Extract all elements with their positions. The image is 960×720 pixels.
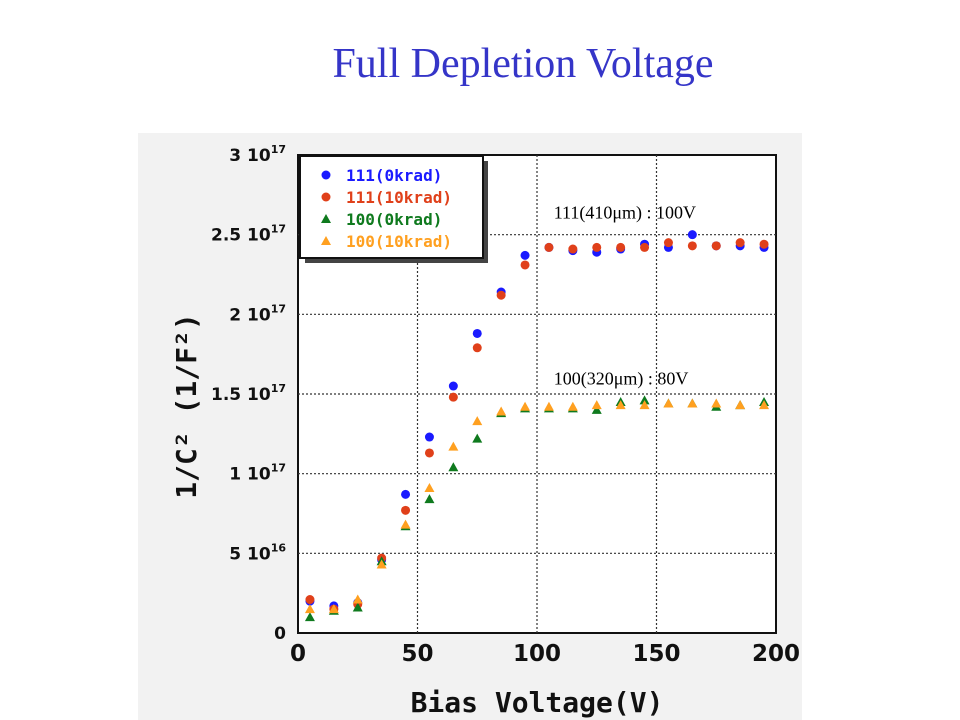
data-point bbox=[305, 595, 314, 604]
data-point bbox=[736, 238, 745, 247]
data-point bbox=[664, 238, 673, 247]
scatter-chart: 0 5 1016 1 1017 1.5 1017 2 1017 2.5 1017 3 101… bbox=[0, 0, 960, 720]
legend-label: 100(10krad) bbox=[346, 232, 452, 251]
legend-label: 111(10krad) bbox=[346, 188, 452, 207]
data-point bbox=[544, 243, 553, 252]
legend-label: 111(0krad) bbox=[346, 166, 442, 185]
data-point bbox=[592, 243, 601, 252]
y-tick-label: 3 1017 bbox=[229, 143, 286, 166]
data-point bbox=[473, 343, 482, 352]
x-tick-label: 200 bbox=[752, 641, 800, 667]
legend-label: 100(0krad) bbox=[346, 210, 442, 229]
y-tick-label: 2 1017 bbox=[229, 302, 286, 325]
data-point bbox=[401, 490, 410, 499]
data-point bbox=[521, 251, 530, 260]
data-point bbox=[688, 230, 697, 239]
data-point bbox=[449, 382, 458, 391]
y-axis-label: 1/C² (1/F²) bbox=[170, 313, 203, 498]
annotation-111: 111(410μm) : 100V bbox=[554, 203, 696, 224]
data-point bbox=[425, 433, 434, 442]
data-point bbox=[425, 448, 434, 457]
data-point bbox=[760, 240, 769, 249]
x-tick-label: 150 bbox=[632, 641, 680, 667]
y-axis-ticks: 0 5 1016 1 1017 1.5 1017 2 1017 2.5 1017 3 101… bbox=[211, 143, 286, 644]
data-point bbox=[449, 393, 458, 402]
data-point bbox=[473, 329, 482, 338]
data-point bbox=[640, 243, 649, 252]
data-point bbox=[616, 243, 625, 252]
legend-marker bbox=[322, 171, 331, 180]
y-tick-label: 2.5 1017 bbox=[211, 223, 286, 246]
legend: 111(0krad) 111(10krad) 100(0krad) 100(10kra… bbox=[300, 156, 488, 263]
y-tick-label: 1.5 1017 bbox=[211, 382, 286, 405]
x-axis-label: Bias Voltage(V) bbox=[411, 686, 664, 719]
data-point bbox=[712, 241, 721, 250]
data-point bbox=[401, 506, 410, 515]
data-point bbox=[688, 241, 697, 250]
data-point bbox=[497, 291, 506, 300]
x-tick-label: 50 bbox=[401, 641, 433, 667]
y-tick-label: 5 1016 bbox=[229, 541, 286, 564]
x-tick-label: 0 bbox=[290, 641, 306, 667]
x-tick-label: 100 bbox=[513, 641, 561, 667]
x-axis-ticks: 0 50 100 150 200 bbox=[290, 641, 800, 667]
y-tick-label: 1 1017 bbox=[229, 462, 286, 485]
data-point bbox=[568, 245, 577, 254]
legend-marker bbox=[322, 193, 331, 202]
data-point bbox=[521, 260, 530, 269]
annotation-100: 100(320μm) : 80V bbox=[554, 368, 689, 389]
y-tick-label: 0 bbox=[274, 624, 286, 644]
